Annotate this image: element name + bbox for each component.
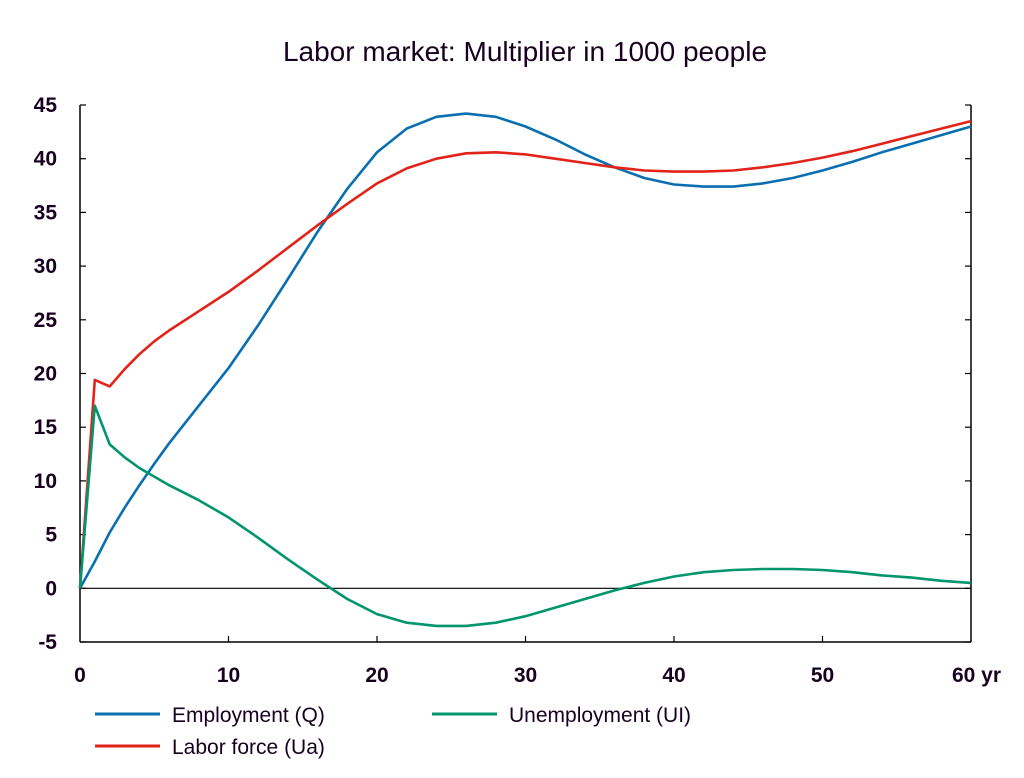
y-tick-label: 25 bbox=[34, 309, 58, 332]
x-tick-label: 50 bbox=[811, 664, 834, 687]
y-tick-label: 0 bbox=[45, 577, 57, 600]
legend-label: Employment (Q) bbox=[172, 704, 325, 727]
y-tick-label: 30 bbox=[34, 255, 57, 278]
y-tick-label: 45 bbox=[34, 94, 58, 117]
legend-label: Unemployment (UI) bbox=[509, 704, 691, 727]
x-axis: 0 10 20 30 40 50 60 yr bbox=[74, 636, 1001, 687]
legend-label: Labor force (Ua) bbox=[172, 736, 325, 759]
y-tick-label: 35 bbox=[34, 201, 58, 224]
series-line-labor-force-ua bbox=[78, 119, 972, 589]
y-tick-label: 40 bbox=[34, 148, 57, 171]
x-tick-label: 0 bbox=[74, 664, 86, 687]
series-line-employment-q bbox=[78, 112, 972, 589]
chart-title: Labor market: Multiplier in 1000 people bbox=[283, 36, 767, 67]
series-layer bbox=[78, 112, 972, 628]
x-tick-label: 40 bbox=[662, 664, 685, 687]
y-tick-label: 15 bbox=[34, 416, 58, 439]
y-tick-label: 10 bbox=[34, 470, 57, 493]
plot-frame bbox=[79, 105, 972, 643]
y-tick-label: 20 bbox=[34, 363, 57, 386]
legend: Employment (Q) Unemployment (UI) Labor for… bbox=[95, 704, 691, 759]
x-tick-label: 10 bbox=[217, 664, 240, 687]
y-tick-label: 5 bbox=[45, 524, 57, 547]
y-tick-label: -5 bbox=[38, 631, 57, 654]
series-line-unemployment-ui bbox=[78, 404, 972, 628]
x-tick-label: 20 bbox=[365, 664, 388, 687]
x-tick-label: 30 bbox=[514, 664, 537, 687]
y-axis: 45 40 35 30 25 20 15 10 5 0 -5 bbox=[34, 94, 971, 654]
x-tick-label: 60 yr bbox=[952, 664, 1001, 687]
